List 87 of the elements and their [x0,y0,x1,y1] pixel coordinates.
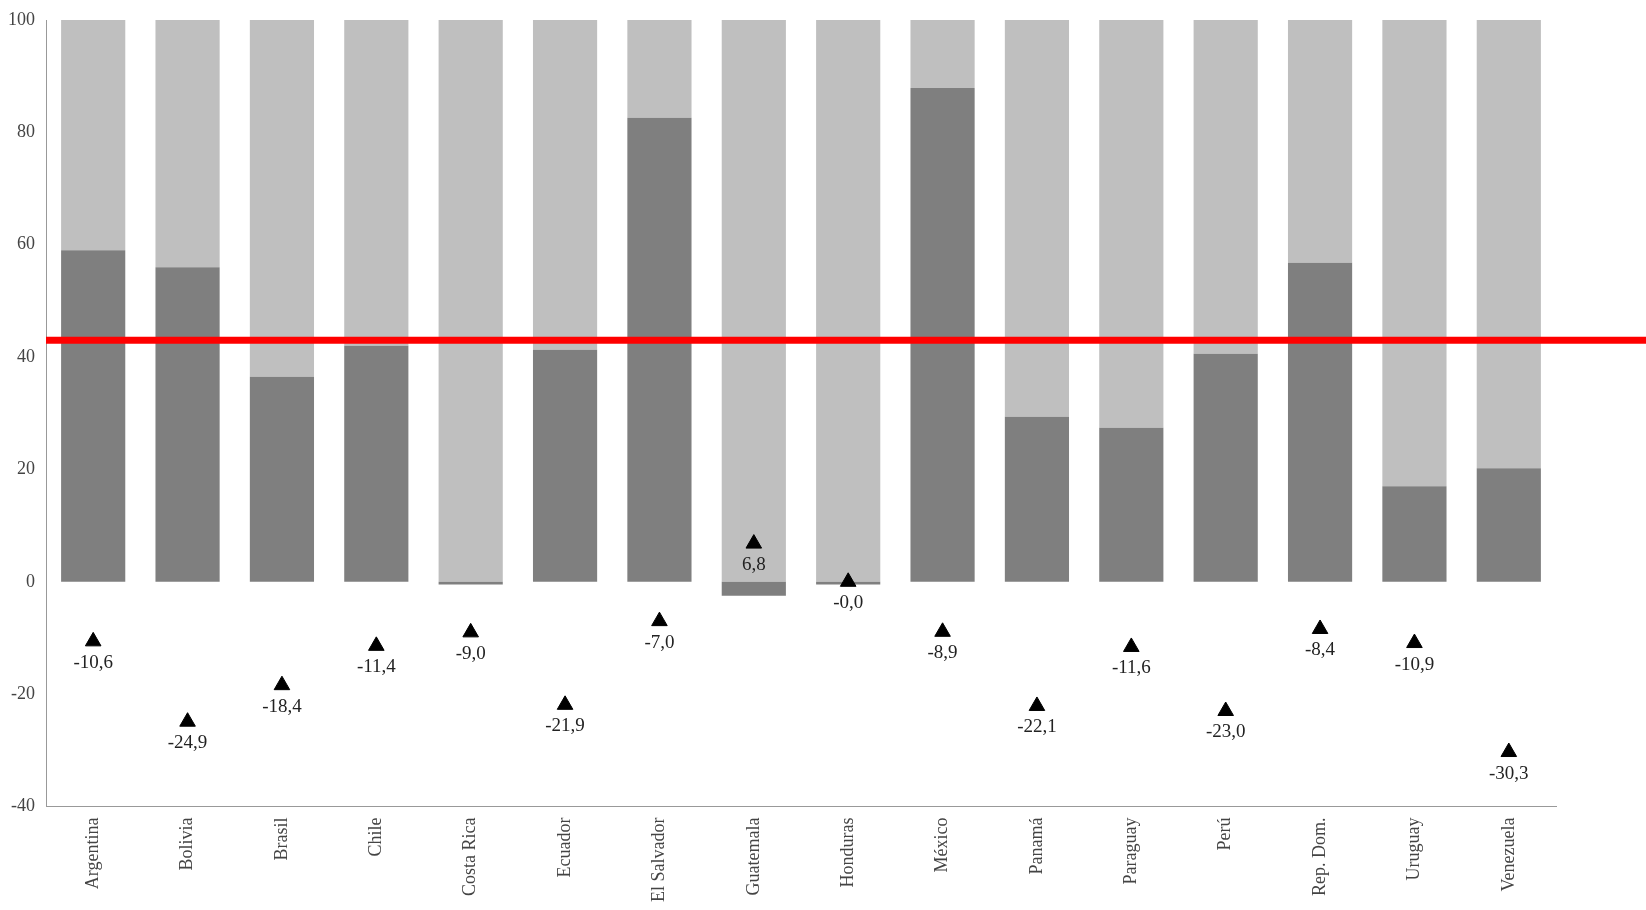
data-label: -8,4 [1305,638,1336,660]
bar [1004,20,1070,417]
bar [721,581,786,596]
y-tick-label: 40 [17,345,35,366]
bar [910,20,975,88]
x-tick-label: Paraguay [1120,817,1141,885]
bar [627,117,692,582]
bar [1382,486,1447,582]
x-tick-label: Honduras [836,817,857,888]
data-label: 6,8 [741,553,766,575]
x-tick-label: Panamá [1025,817,1046,875]
point [745,534,763,549]
data-label: -0,0 [833,591,864,613]
x-tick-label: Guatemala [742,817,763,896]
point [1406,633,1423,649]
y-tick-label: 20 [17,458,35,479]
data-label: -10,9 [1394,652,1435,674]
bar [61,250,126,582]
x-tick-label: Venezuela [1497,817,1518,892]
x-tick-label: Brasil [270,817,291,861]
bar [1099,427,1164,582]
point [1500,742,1518,758]
x-tick-label: Uruguay [1403,817,1424,881]
point [84,631,102,647]
data-label: -18,4 [262,694,303,716]
point [1217,701,1234,717]
point [1028,696,1046,711]
data-label: -8,9 [927,641,958,663]
point [651,611,668,627]
x-tick-label: Perú [1214,817,1235,851]
bar [532,349,598,582]
x-tick-label: Ecuador [553,817,574,878]
bar [438,20,503,582]
data-label: -23,0 [1205,720,1246,742]
bar [249,20,315,377]
x-tick-label: Costa Rica [459,817,480,897]
data-label: -21,9 [545,714,585,736]
data-label: -11,4 [356,655,397,677]
y-tick-label: 100 [8,8,35,29]
bar [1476,20,1541,469]
x-tick-label: El Salvador [648,817,669,902]
bar [344,20,409,346]
bar [910,87,975,582]
x-tick-label: México [931,817,952,873]
data-label: -7,0 [644,630,675,652]
bar [1193,20,1258,354]
x-tick-label: Bolivia [176,817,197,871]
data-label: -22,1 [1017,715,1057,737]
bar [61,20,126,251]
point [1123,637,1140,652]
bar [438,581,503,585]
bar [249,376,315,582]
data-label: -30,3 [1489,761,1529,783]
bar [1193,353,1258,582]
bar [1099,20,1164,428]
x-tick-label: Chile [365,817,386,857]
point [462,622,479,638]
bar [627,20,692,118]
data-label: -11,6 [1111,656,1151,678]
y-tick-label: 60 [17,233,35,254]
data-label: -24,9 [167,731,208,753]
y-tick-label: -20 [11,682,35,703]
point [934,622,951,637]
x-tick-label: Argentina [81,817,102,890]
bar [1004,416,1070,582]
point [556,695,574,710]
bar [155,267,220,582]
point [273,675,291,691]
bar [816,20,881,582]
bar [344,345,409,582]
data-label: -9,0 [455,641,486,663]
y-tick-label: 80 [17,121,35,142]
bar [1476,468,1541,582]
bar [155,20,220,268]
point [368,636,385,651]
x-tick-label: Rep. Dom. [1308,817,1329,897]
data-label: -10,6 [73,650,113,672]
point [179,712,196,727]
bar [1287,20,1353,263]
bar [721,20,786,582]
y-tick-label: 0 [26,570,35,591]
bar [532,20,598,350]
point [1311,619,1329,634]
y-tick-label: -40 [11,795,35,816]
point [839,572,857,587]
bar [1287,262,1353,582]
bar [1382,20,1447,487]
